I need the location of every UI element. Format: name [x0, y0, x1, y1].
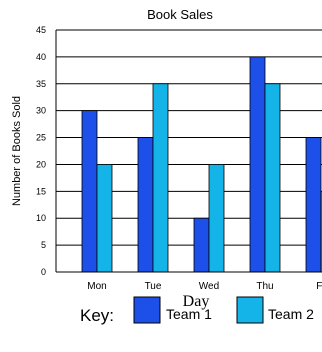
legend: Key: Team 1 Team 2 — [80, 296, 314, 325]
x-category-label: Tue — [145, 281, 162, 292]
x-category-label: Fr — [316, 281, 322, 292]
chart-title: Book Sales — [147, 7, 213, 22]
legend-label-team-1: Team 1 — [166, 306, 212, 322]
y-tick-label: 5 — [41, 240, 46, 250]
x-axis-categories: Mon Tue Wed Thu Fr — [87, 281, 322, 292]
x-category-label: Wed — [199, 281, 219, 292]
bar-team-1-wed — [193, 217, 210, 273]
bar-team-2-mon — [96, 164, 113, 273]
bar-team-2-tue — [152, 83, 169, 273]
y-tick-label: 10 — [36, 213, 46, 223]
x-category-label: Mon — [87, 281, 106, 292]
bar-team-1-tue — [137, 137, 154, 273]
legend-swatch-team-2 — [236, 296, 264, 324]
bar-team-1-mon — [81, 110, 98, 273]
x-category-label: Thu — [256, 281, 273, 292]
y-tick-label: 45 — [36, 25, 46, 35]
bar-team-2-wed — [208, 164, 225, 273]
bar-team-1-fr — [305, 137, 322, 273]
legend-swatch-team-1 — [133, 296, 161, 324]
y-tick-label: 30 — [36, 106, 46, 116]
y-tick-label: 20 — [36, 159, 46, 169]
bar-team-2-thu — [264, 83, 281, 273]
x-axis-label: Day — [183, 293, 210, 310]
y-tick-label: 35 — [36, 79, 46, 89]
legend-label-team-2: Team 2 — [268, 306, 314, 322]
legend-title: Key: — [80, 306, 114, 325]
bars — [81, 56, 322, 273]
y-tick-label: 0 — [41, 267, 46, 277]
y-axis-ticks: 0 5 10 15 20 25 30 35 40 45 — [36, 25, 46, 277]
y-tick-label: 25 — [36, 133, 46, 143]
y-tick-label: 15 — [36, 186, 46, 196]
y-tick-label: 40 — [36, 52, 46, 62]
y-axis-label: Number of Books Sold — [11, 96, 23, 206]
bar-team-1-thu — [249, 56, 266, 273]
